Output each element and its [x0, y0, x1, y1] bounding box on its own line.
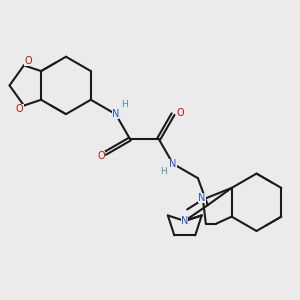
Text: N: N	[169, 159, 177, 169]
Text: N: N	[198, 194, 206, 203]
Text: O: O	[97, 152, 105, 161]
Text: H: H	[160, 167, 167, 176]
Text: O: O	[16, 103, 24, 114]
Text: O: O	[176, 108, 184, 118]
Text: O: O	[24, 56, 32, 66]
Text: N: N	[112, 109, 119, 119]
Text: H: H	[122, 100, 128, 109]
Text: N: N	[181, 216, 188, 226]
